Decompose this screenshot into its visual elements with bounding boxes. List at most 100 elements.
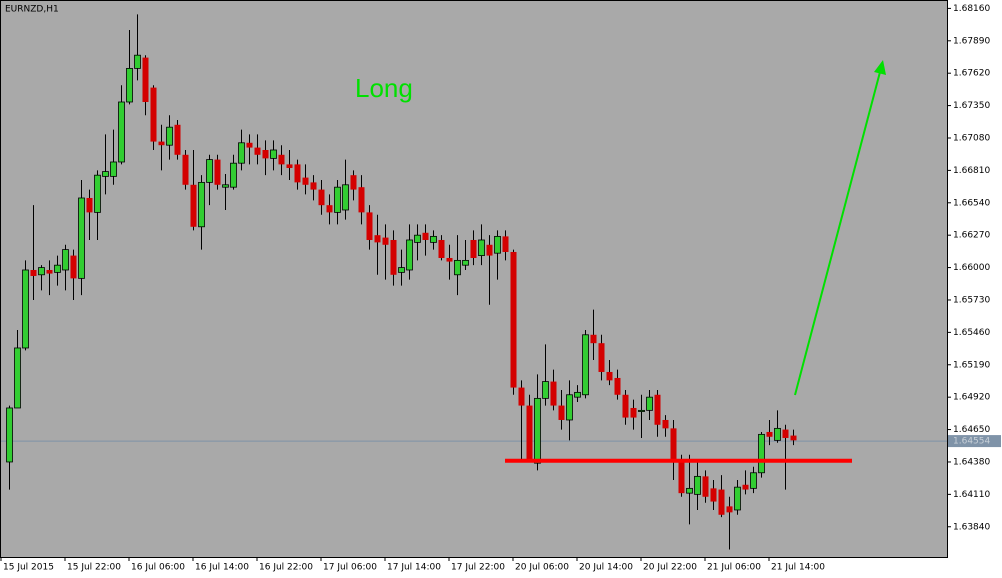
y-tick-label: 1.64650 (953, 425, 990, 435)
candle-body-up (206, 159, 213, 183)
candle-body-down (670, 428, 677, 460)
candle-body-down (782, 429, 789, 438)
candles (6, 14, 797, 550)
candle-body-down (294, 164, 301, 183)
x-tick-label: 15 Jul 22:00 (67, 563, 121, 573)
candle-body-up (118, 101, 125, 163)
candle-body-up (230, 162, 237, 188)
candle-body-down (214, 159, 221, 185)
arrow-shaft (794, 71, 881, 396)
x-tick-label: 17 Jul 14:00 (387, 563, 441, 573)
y-tick-label: 1.66810 (953, 166, 990, 176)
candle-body-down (654, 394, 661, 425)
candle-body-down (710, 488, 717, 502)
candle-body-up (694, 475, 701, 495)
y-tick-label: 1.65730 (953, 295, 990, 305)
y-tick-label: 1.65190 (953, 360, 990, 370)
candle-body-up (646, 396, 653, 411)
candle-body-down (502, 236, 509, 252)
candle-body-down (254, 147, 261, 155)
candle-body-down (790, 435, 797, 441)
x-tick-label: 17 Jul 06:00 (323, 563, 377, 573)
candle-body-down (382, 237, 389, 245)
candle-body-down (150, 87, 157, 142)
candle-body-down (246, 142, 253, 148)
x-tick-label: 16 Jul 22:00 (259, 563, 313, 573)
candle-body-down (726, 506, 733, 513)
candle-body-up (758, 433, 765, 474)
candle-body-up (270, 149, 277, 159)
candle-body-up (462, 259, 469, 266)
x-tick-label: 15 Jul 2015 (3, 563, 54, 573)
candle-body-up (534, 397, 541, 464)
candle-body-down (606, 371, 613, 381)
candle-body-down (470, 239, 477, 258)
candle-body-up (430, 235, 437, 243)
candle-body-up (14, 347, 21, 409)
candle-body-down (182, 154, 189, 185)
candle-body-up (110, 161, 117, 177)
candle-body-up (94, 174, 101, 213)
candle-body-up (342, 184, 349, 211)
candle-body-up (222, 184, 229, 188)
candle-body-down (742, 484, 749, 490)
candle-body-up (198, 181, 205, 228)
x-tick-label: 20 Jul 06:00 (515, 563, 569, 573)
x-tick-label: 21 Jul 14:00 (771, 563, 825, 573)
candle-body-up (750, 472, 757, 489)
x-tick-label: 20 Jul 22:00 (643, 563, 697, 573)
candle-body-up (54, 264, 61, 273)
y-tick-label: 1.67620 (953, 69, 990, 79)
candle-body-down (286, 164, 293, 168)
x-tick-label: 21 Jul 06:00 (707, 563, 761, 573)
candle-body-up (398, 267, 405, 273)
candle-body-down (70, 255, 77, 279)
y-tick-label: 1.67350 (953, 101, 990, 111)
candle-body-up (134, 54, 141, 69)
candle-body-up (334, 186, 341, 213)
candle-body-down (422, 232, 429, 240)
candle-body-down (438, 239, 445, 258)
candle-body-up (734, 486, 741, 511)
candle-body-up (62, 249, 69, 271)
x-tick-label: 16 Jul 14:00 (195, 563, 249, 573)
candle-body-down (318, 189, 325, 206)
x-tick-label: 16 Jul 06:00 (131, 563, 185, 573)
candle-body-down (510, 251, 517, 388)
candle-body-down (142, 57, 149, 102)
y-tick-label: 1.66000 (953, 263, 990, 273)
candle-body-down (718, 489, 725, 515)
candle-body-down (558, 405, 565, 420)
candle-body-up (126, 67, 133, 103)
candle-body-down (678, 459, 685, 494)
y-tick-label: 1.64920 (953, 393, 990, 403)
candle-body-up (574, 391, 581, 398)
current-price-box (948, 435, 1001, 448)
candle-body-down (174, 124, 181, 155)
candle-body-down (30, 269, 37, 276)
x-tick-label: 17 Jul 22:00 (451, 563, 505, 573)
candle-body-up (238, 142, 245, 164)
candle-body-down (662, 419, 669, 429)
candle-body-down (526, 405, 533, 460)
candle-body-down (310, 182, 317, 190)
candle-body-down (350, 175, 357, 190)
y-tick-label: 1.63840 (953, 522, 990, 532)
current-price-label: 1.64554 (953, 437, 990, 447)
candle-body-up (414, 234, 421, 243)
candle-body-down (390, 239, 397, 275)
plot-area (0, 0, 948, 558)
candle-body-down (374, 235, 381, 243)
candle-body-down (358, 187, 365, 213)
candle-body-up (478, 239, 485, 256)
candle-body-up (166, 126, 173, 146)
candle-body-up (494, 235, 501, 254)
candle-body-up (102, 171, 109, 177)
candle-body-up (22, 269, 29, 349)
annotation-arrow (794, 60, 886, 396)
candle-body-up (38, 267, 45, 276)
chart-title: EURNZD,H1 (5, 5, 59, 15)
candle-body-down (622, 394, 629, 418)
